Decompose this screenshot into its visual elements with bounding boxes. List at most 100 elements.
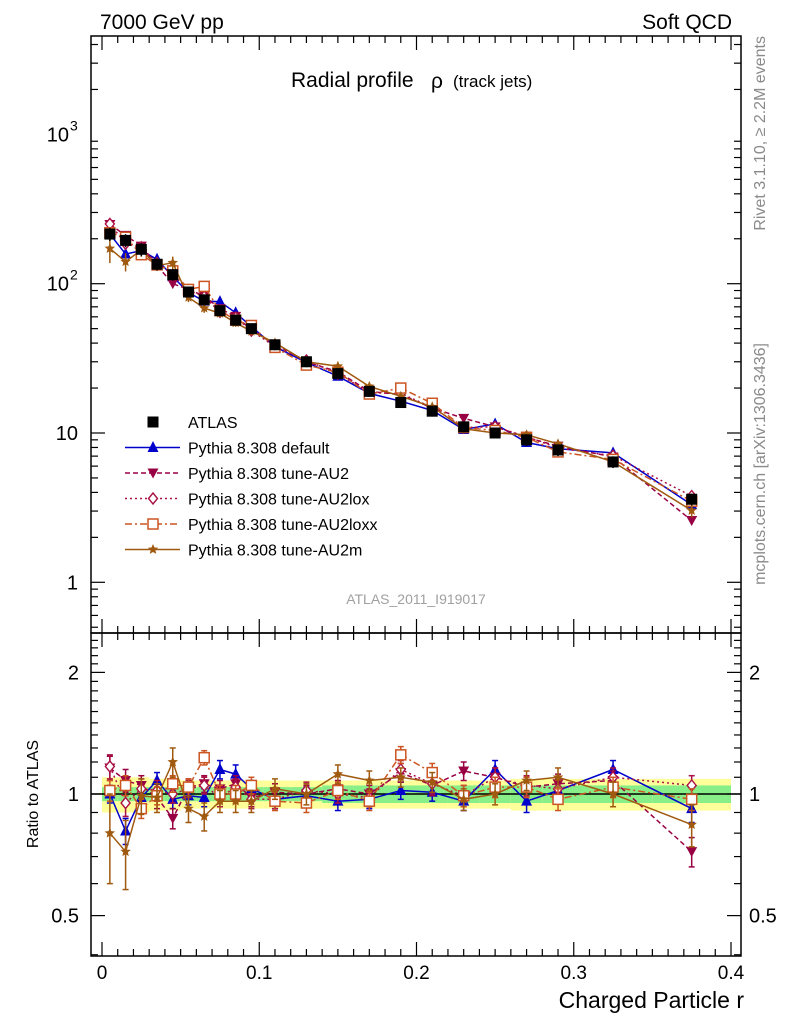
ratio-point: [364, 775, 375, 785]
ratio-point: [104, 827, 116, 838]
chart-title-symbol: ρ: [431, 70, 443, 93]
data-point: [607, 456, 619, 468]
ratio-point: [489, 788, 501, 799]
ratio-point: [245, 779, 258, 792]
ratio-point: [427, 776, 438, 787]
ratio-point: [395, 784, 407, 796]
data-point: [120, 234, 132, 246]
ratio-point: [198, 778, 210, 793]
ratio-point: [120, 846, 131, 857]
ratio-point: [301, 788, 312, 799]
ratio-point: [151, 792, 163, 802]
main-point: [167, 279, 179, 290]
data-point: [269, 339, 281, 351]
ratio-point: [458, 793, 469, 804]
x-axis-label: Charged Particle r: [559, 987, 745, 1013]
ratio-point: [199, 810, 210, 821]
main-line: [109, 233, 693, 506]
data-point: [167, 269, 179, 281]
ratio-y-axis-label: Ratio to ATLAS: [25, 740, 42, 848]
legend-label: ATLAS: [188, 415, 238, 432]
data-point: [214, 305, 226, 317]
legend-marker: [147, 468, 159, 479]
ratio-point: [151, 773, 163, 785]
legend-entry-1: Pythia 8.308 default: [125, 441, 330, 458]
main-point: [120, 247, 132, 259]
ratio-point: [230, 795, 241, 806]
chart-title-suffix: (track jets): [453, 72, 532, 91]
ratio-y-tick-label-left: 0.5: [51, 906, 79, 928]
legend-entry-2: Pythia 8.308 tune-AU2: [125, 466, 349, 483]
y-tick-exponent: 3: [70, 117, 78, 133]
main-point: [214, 295, 226, 307]
legend-label: Pythia 8.308 tune-AU2m: [188, 543, 362, 560]
ratio-point: [167, 778, 179, 790]
legend-entry-0: ATLAS: [147, 415, 238, 432]
side-label-rivet: Rivet 3.1.10, ≥ 2.2M events: [752, 36, 769, 231]
ratio-line: [109, 759, 692, 854]
ratio-point: [182, 781, 195, 793]
data-point: [363, 385, 375, 397]
ratio-point: [686, 847, 698, 858]
ratio-point: [458, 766, 470, 777]
main-point: [104, 243, 116, 253]
ratio-point: [198, 751, 210, 764]
series-layer: [104, 217, 698, 891]
data-point: [426, 405, 438, 417]
main-line: [109, 247, 693, 512]
legend-entry-5: Pythia 8.308 tune-AU2m: [125, 543, 362, 560]
x-tick-label: 0.3: [561, 963, 587, 984]
main-point: [120, 256, 131, 267]
legend-entry-4: Pythia 8.308 tune-AU2loxx: [125, 517, 377, 534]
legend-label: Pythia 8.308 tune-AU2: [188, 466, 349, 483]
data-point: [300, 356, 312, 368]
header-left: 7000 GeV pp: [100, 11, 224, 34]
legend-entry-3: Pythia 8.308 tune-AU2lox: [125, 492, 369, 509]
ratio-y-tick-label-right: 0.5: [749, 906, 777, 928]
x-tick-label: 0.2: [403, 963, 429, 984]
data-point: [458, 421, 470, 433]
data-point: [198, 294, 210, 306]
ratio-point: [120, 796, 131, 810]
legend-marker: [147, 416, 159, 428]
data-point: [395, 397, 407, 409]
ratio-point: [246, 795, 257, 806]
ratio-point: [214, 795, 226, 806]
chart-title: Radial profile: [291, 69, 414, 92]
main-point: [199, 302, 210, 313]
legend: ATLAS Pythia 8.308 default Pythia 8.308 tu…: [125, 415, 377, 560]
ratio-line: [109, 768, 693, 833]
ratio-y-tick-label-right: 1: [749, 784, 760, 806]
side-label-mcplots: mcplots.cern.ch [arXiv:1306.3436]: [752, 343, 769, 585]
ratio-point: [332, 768, 344, 779]
ratio-line: [109, 767, 693, 853]
data-point: [521, 434, 533, 446]
ratio-point: [167, 756, 178, 767]
data-point: [135, 243, 147, 255]
data-point: [104, 228, 116, 240]
ratio-point: [552, 793, 564, 806]
data-point: [151, 258, 163, 270]
x-tick-label: 0: [97, 963, 108, 984]
ratio-point: [395, 749, 407, 761]
legend-marker: [147, 441, 159, 452]
main-point: [686, 516, 698, 527]
data-point: [332, 368, 344, 380]
main-point: [198, 280, 210, 293]
ratio-point: [269, 783, 281, 794]
data-point: [489, 427, 501, 439]
main-point: [458, 413, 470, 424]
ratio-y-tick-label-left: 2: [68, 662, 79, 684]
ratio-point: [183, 803, 194, 814]
data-point: [182, 286, 194, 298]
ratio-point: [552, 771, 564, 782]
ratio-point: [167, 813, 179, 824]
x-tick-label: 0.1: [246, 963, 272, 984]
ratio-line: [109, 766, 692, 805]
legend-label: Pythia 8.308 tune-AU2lox: [188, 492, 369, 509]
data-point: [552, 444, 564, 456]
ratio-point: [104, 759, 116, 774]
ratio-y-tick-label-right: 2: [749, 662, 760, 684]
ratio-point: [395, 771, 406, 782]
